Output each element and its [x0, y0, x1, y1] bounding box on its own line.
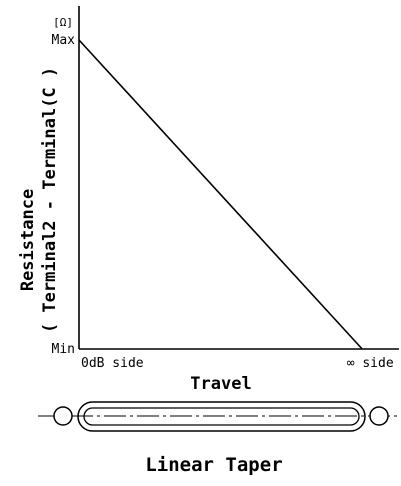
- terminal-circle-left: [53, 406, 73, 426]
- x-tick-0db-side: 0dB side: [81, 356, 144, 371]
- slider-track-diagram: [38, 401, 398, 432]
- x-axis-title: Travel: [190, 374, 251, 394]
- x-tick-infinity-side: ∞ side: [347, 356, 394, 371]
- slider-slot-inner: [83, 407, 360, 426]
- unit-label: [Ω]: [53, 16, 73, 29]
- terminal-circle-right: [369, 406, 389, 426]
- y-axis-title-line1: Resistance: [18, 189, 38, 291]
- taper-line: [78, 39, 363, 350]
- slider-slot-outer: [77, 401, 366, 432]
- chart-title: Linear Taper: [145, 454, 282, 476]
- y-tick-max: Max: [52, 33, 76, 48]
- y-axis-title-line2: ( Terminal2 - Terminal(C ): [40, 67, 60, 333]
- y-tick-min: Min: [52, 342, 75, 357]
